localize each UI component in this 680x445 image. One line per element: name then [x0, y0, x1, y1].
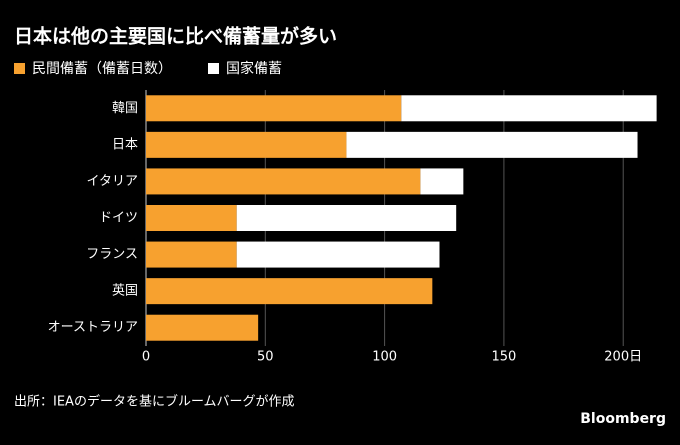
x-tick-label: 100 [372, 350, 397, 365]
bar [236, 241, 440, 268]
bar [146, 168, 421, 195]
legend-label: 民間備蓄（備蓄日数） [32, 61, 172, 77]
bar [401, 95, 657, 122]
y-tick-label: 日本 [112, 137, 138, 152]
x-tick-label: 0 [142, 350, 150, 365]
x-tick-label: 50 [257, 350, 274, 365]
bar [420, 168, 464, 195]
bar [146, 241, 237, 268]
y-tick-label: イタリア [87, 174, 138, 189]
chart-title: 日本は他の主要国に比べ備蓄量が多い [14, 25, 337, 48]
bar [236, 205, 457, 231]
legend-swatch [14, 63, 25, 74]
legend-swatch [208, 63, 219, 74]
y-tick-label: 英国 [112, 284, 138, 299]
bar [146, 205, 237, 231]
source: 出所：IEAのデータを基にブルームバーグが作成 [14, 394, 295, 410]
x-tick-label: 200日 [604, 350, 642, 365]
y-tick-label: オーストラリア [48, 320, 138, 335]
bar [146, 95, 402, 122]
y-tick-label: ドイツ [99, 211, 138, 226]
legend-label: 国家備蓄 [226, 60, 282, 77]
brand: Bloomberg [580, 411, 666, 427]
bar [346, 131, 638, 158]
bar [146, 278, 433, 305]
x-tick-label: 150 [491, 350, 516, 365]
bar [146, 314, 259, 341]
bar [146, 131, 347, 158]
y-tick-label: 韓国 [112, 101, 138, 116]
y-tick-label: フランス [86, 247, 138, 262]
